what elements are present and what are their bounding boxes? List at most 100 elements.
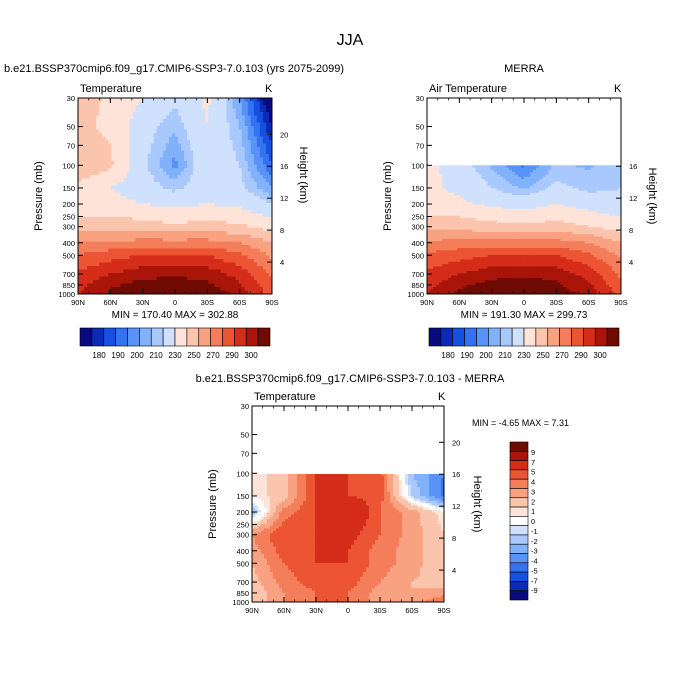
contour-cell (223, 252, 228, 257)
contour-cell (171, 241, 176, 246)
contour-cell (111, 182, 115, 187)
contour-cell (247, 269, 252, 274)
contour-cell (178, 290, 182, 294)
contour-cell (484, 181, 489, 185)
contour-cell (178, 245, 182, 250)
contour-cell (238, 283, 243, 288)
contour-cell (505, 165, 510, 169)
contour-cell (259, 185, 264, 190)
contour-cell (102, 203, 106, 208)
contour-cell (520, 199, 525, 203)
contour-cell (175, 105, 179, 110)
contour-cell (514, 206, 519, 210)
contour-cell (445, 195, 449, 199)
contour-cell (259, 234, 264, 239)
contour-cell (205, 192, 209, 197)
contour-cell (99, 112, 103, 117)
contour-cell (181, 175, 185, 180)
contour-cell (199, 157, 203, 162)
contour-cell (84, 276, 88, 281)
contour-cell (551, 204, 555, 208)
contour-cell (253, 196, 258, 201)
contour-cell (196, 280, 200, 285)
contour-cell (96, 192, 100, 197)
contour-cell (524, 190, 528, 194)
contour-cell (81, 231, 85, 236)
contour-cell (141, 287, 146, 292)
contour-cell (247, 273, 252, 278)
contour-cell (159, 178, 164, 183)
contour-cell (262, 175, 267, 180)
colorbar-box (234, 327, 247, 347)
contour-cell (232, 213, 237, 218)
contour-cell (81, 206, 85, 211)
contour-cell (114, 115, 119, 120)
contour-cell (584, 199, 589, 203)
contour-cell (162, 252, 167, 257)
contour-cell (105, 182, 109, 187)
contour-cell (256, 108, 261, 113)
contour-cell (153, 171, 158, 176)
contour-cell (175, 154, 179, 159)
contour-cell (144, 108, 149, 113)
contour-cell (141, 252, 146, 257)
contour-cell (238, 182, 243, 187)
contour-cell (196, 199, 200, 204)
contour-cell (129, 269, 134, 274)
contour-cell (120, 210, 125, 215)
contour-cell (87, 280, 91, 285)
contour-cell (175, 262, 179, 267)
contour-cell (165, 122, 170, 127)
contour-cell (436, 183, 440, 187)
contour-cell (181, 119, 185, 124)
contour-cell (171, 171, 176, 176)
contour-cell (244, 157, 249, 162)
contour-cell (253, 206, 258, 211)
contour-cell (223, 164, 228, 169)
contour-cell (268, 276, 272, 281)
contour-cell (181, 112, 185, 117)
contour-cell (265, 143, 270, 148)
contour-cell (81, 248, 85, 253)
contour-cell (466, 179, 471, 182)
contour-cell (165, 178, 170, 183)
contour-cell (508, 202, 513, 205)
contour-cell (78, 140, 82, 145)
contour-cell (108, 234, 112, 239)
contour-cell (162, 112, 167, 117)
contour-cell (141, 140, 146, 145)
contour-cell (81, 259, 85, 264)
contour-cell (202, 143, 206, 148)
contour-cell (262, 112, 267, 117)
contour-cell (178, 168, 182, 173)
contour-cell (517, 208, 522, 212)
contour-cell (430, 181, 434, 185)
contour-cell (268, 119, 272, 124)
contour-cell (229, 287, 234, 292)
contour-cell (475, 206, 480, 210)
contour-cell (247, 168, 252, 173)
contour-cell (427, 199, 431, 203)
contour-cell (138, 140, 143, 145)
contour-cell (433, 202, 437, 205)
contour-cell (517, 190, 522, 194)
contour-cell (557, 179, 561, 182)
contour-cell (520, 172, 525, 176)
contour-cell (202, 287, 206, 292)
contour-cell (144, 101, 149, 106)
contour-cell (135, 119, 140, 124)
contour-cell (111, 105, 115, 110)
contour-cell (199, 241, 203, 246)
contour-cell (175, 269, 179, 274)
contour-cell (448, 204, 452, 208)
contour-cell (90, 143, 94, 148)
contour-cell (205, 238, 209, 243)
contour-cell (596, 172, 601, 176)
contour-cell (181, 280, 185, 285)
contour-cell (156, 227, 161, 232)
contour-cell (551, 183, 555, 187)
contour-cell (259, 140, 264, 145)
contour-cell (162, 150, 167, 155)
contour-cell (162, 234, 167, 239)
contour-cell (253, 129, 258, 134)
